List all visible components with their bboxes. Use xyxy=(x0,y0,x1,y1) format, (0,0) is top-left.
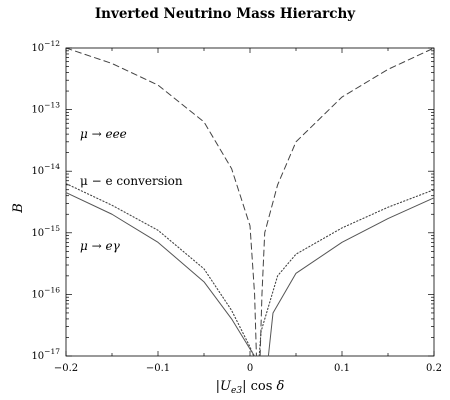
y-tick-label: 10−14 xyxy=(31,162,60,177)
tick-layer: −0.2 −0.1 0 0.1 0.2 10−17 10−16 10−15 10−14 10−13… xyxy=(31,39,442,374)
x-tick-label: 0.2 xyxy=(426,363,442,374)
annot-mu-e-conversion: μ − e conversion xyxy=(80,174,183,188)
x-tick-label: 0 xyxy=(247,363,253,374)
x-tick-label: 0.1 xyxy=(334,363,350,374)
y-tick-label: 10−13 xyxy=(31,101,60,116)
plot-frame xyxy=(65,47,435,357)
annot-mu-eee: μ → eee xyxy=(80,127,127,141)
series-dotted-right xyxy=(258,189,435,357)
x-tick-label: −0.1 xyxy=(146,363,170,374)
series-dashed-left xyxy=(65,47,257,357)
series-dotted-left xyxy=(65,183,255,357)
series-solid-right xyxy=(267,197,435,357)
y-tick-label: 10−16 xyxy=(31,285,60,300)
chart-title: Inverted Neutrino Mass Hierarchy xyxy=(95,6,356,22)
y-tick-label: 10−17 xyxy=(31,347,60,362)
series-dashed-right xyxy=(259,47,435,357)
y-tick-label: 10−15 xyxy=(31,224,60,239)
y-axis-label: B xyxy=(11,203,26,214)
x-tick-label: −0.2 xyxy=(54,363,78,374)
x-axis-label: |Ue3| cos δ xyxy=(216,379,285,396)
series-solid-left xyxy=(65,192,256,357)
y-tick-label: 10−12 xyxy=(31,39,60,54)
annot-mu-egamma: μ → eγ xyxy=(80,239,121,253)
series-layer xyxy=(65,47,435,357)
